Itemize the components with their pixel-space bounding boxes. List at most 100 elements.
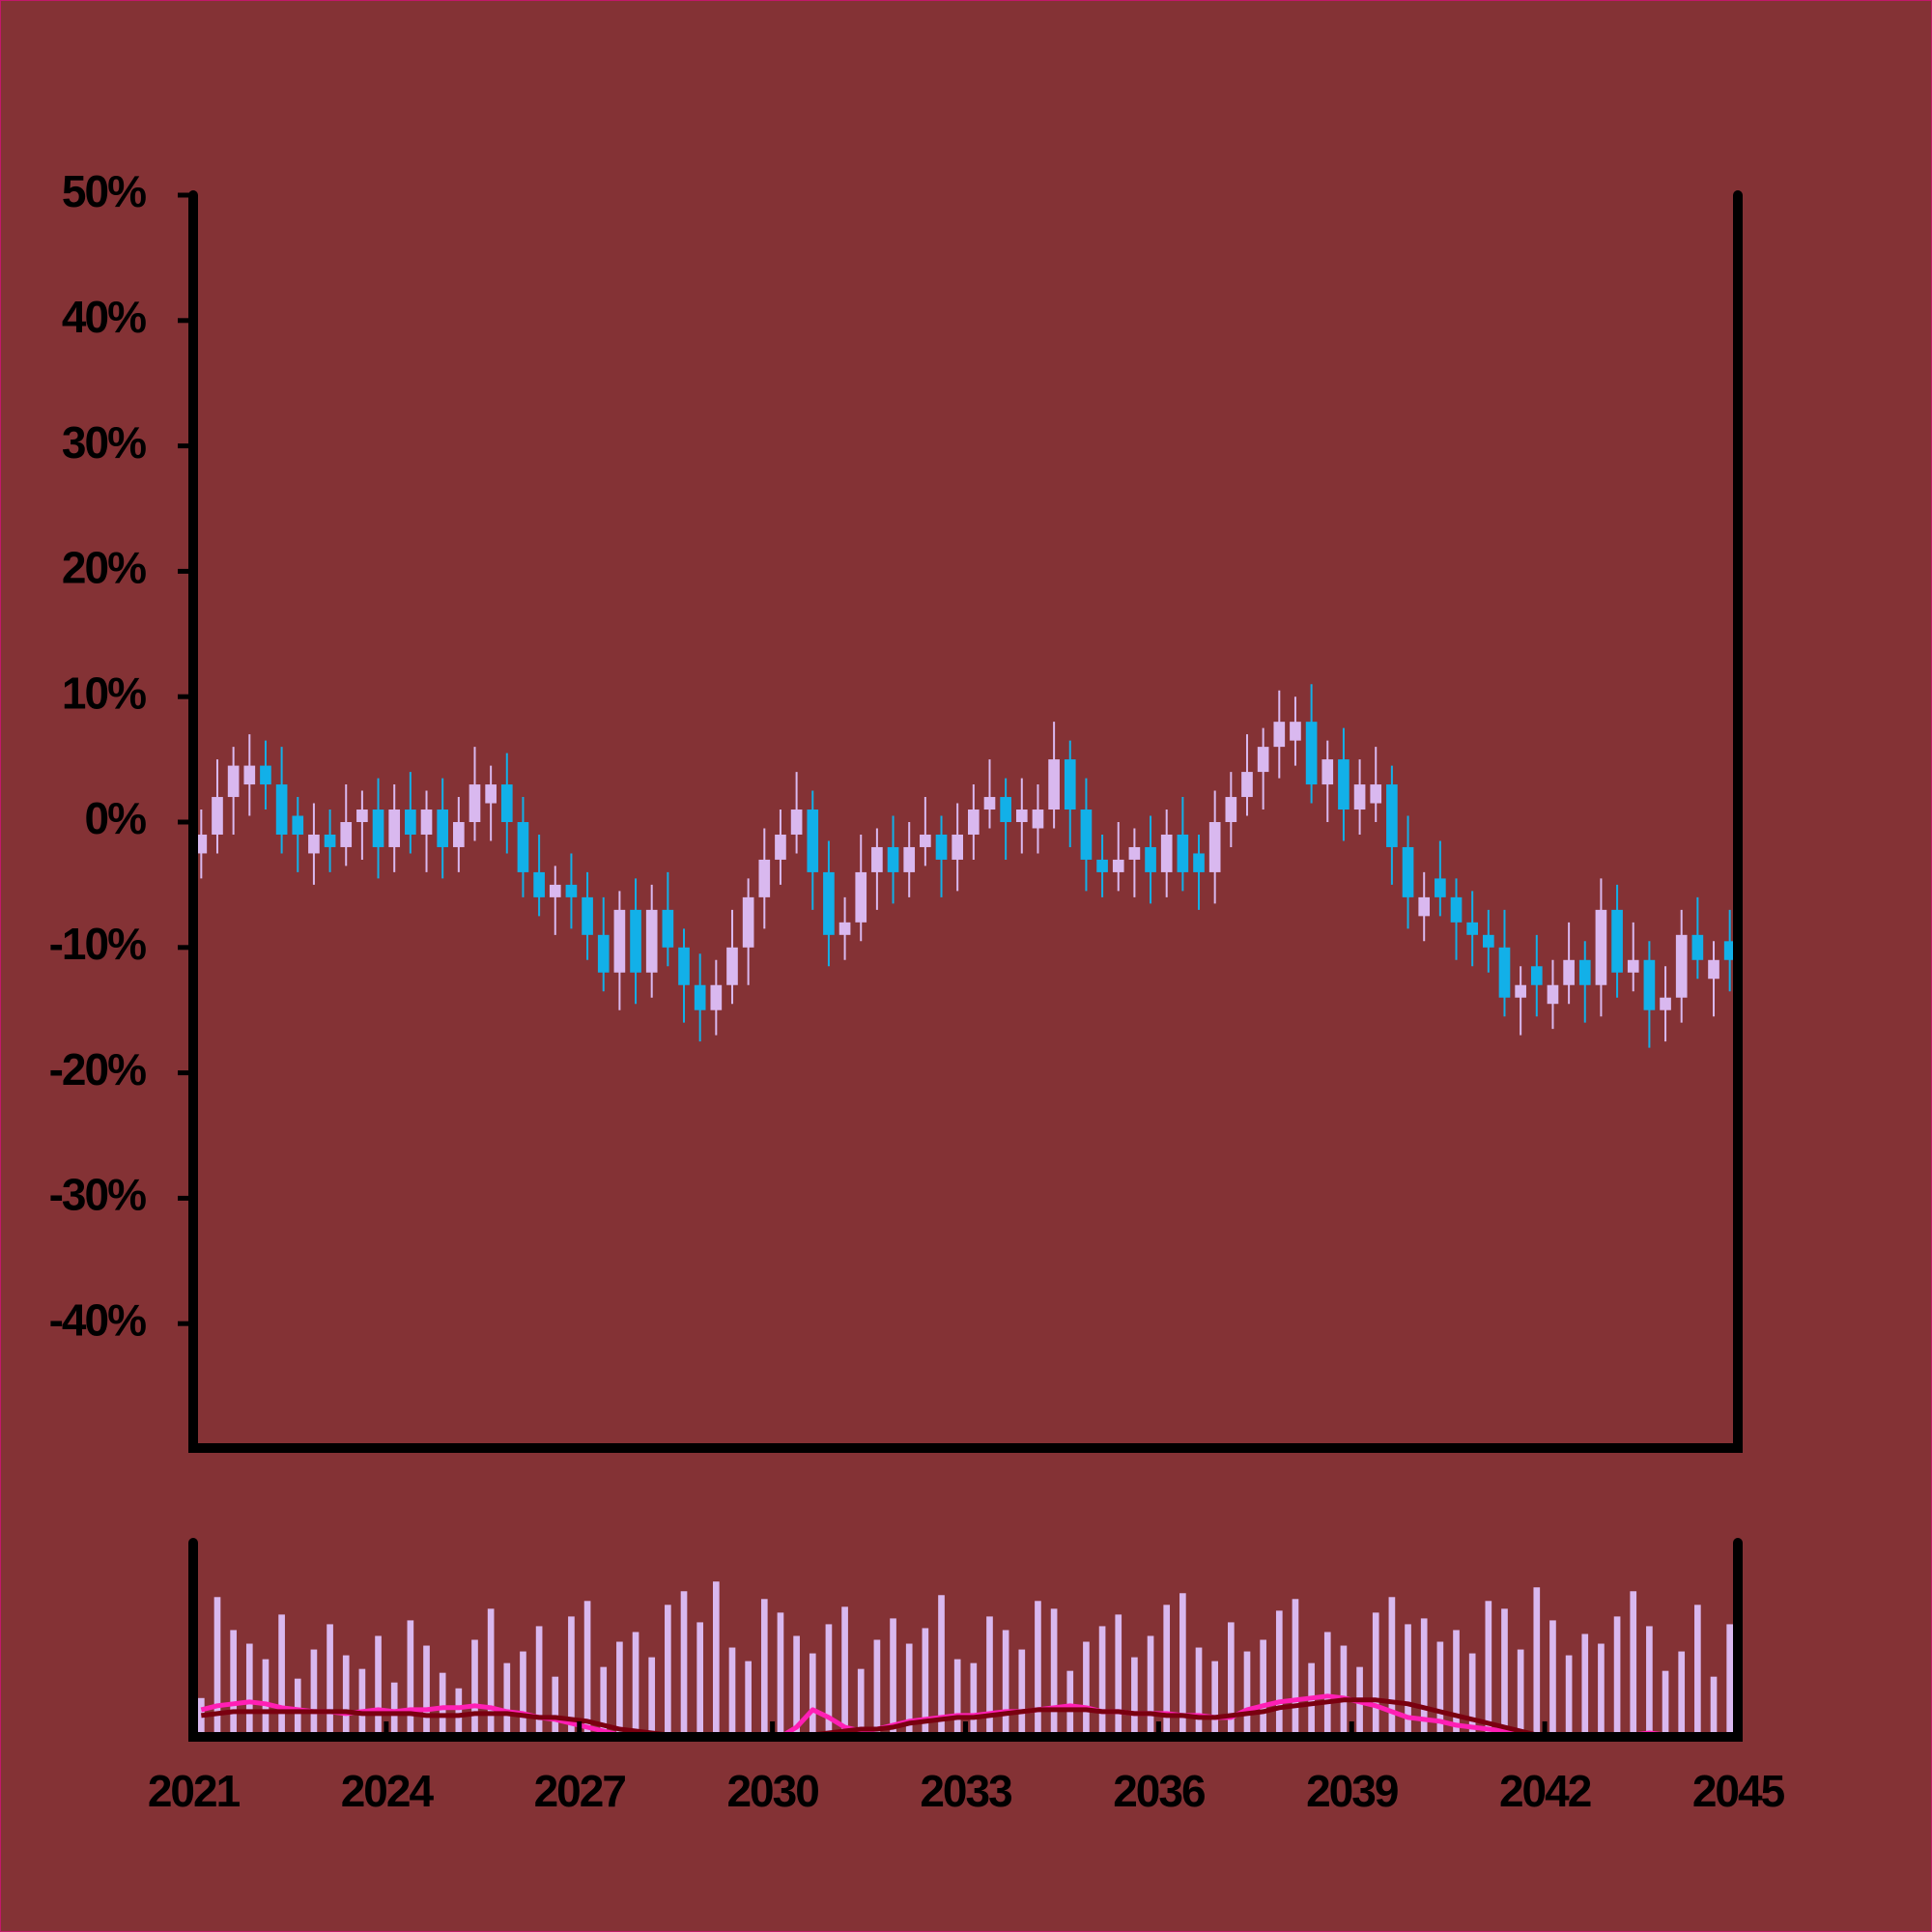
volume-bar	[1260, 1639, 1266, 1737]
candle-body	[469, 784, 481, 822]
candle-body	[1321, 759, 1334, 785]
candle-body	[1595, 909, 1607, 985]
volume-bar	[905, 1643, 913, 1737]
volume-bar	[970, 1662, 978, 1737]
volume-bar	[1388, 1597, 1396, 1737]
volume-bar	[1179, 1593, 1186, 1737]
volume-bar	[696, 1622, 704, 1737]
candle-body	[1112, 859, 1124, 872]
volume-bar	[953, 1659, 961, 1737]
x-tick-label: 2030	[726, 1766, 818, 1816]
volume-bar	[197, 1697, 205, 1737]
candle-body	[452, 822, 465, 847]
volume-bar	[616, 1641, 623, 1737]
candle-body	[967, 810, 980, 835]
volume-bar	[1115, 1614, 1122, 1737]
y-tick-label: 20%	[62, 543, 146, 593]
volume-bar	[213, 1597, 221, 1737]
volume-bar	[1630, 1591, 1637, 1737]
volume-bar	[1436, 1641, 1444, 1737]
candle-body	[1225, 797, 1237, 822]
candle-body	[260, 765, 271, 785]
candle-body	[1450, 896, 1463, 923]
candle-body	[308, 834, 320, 854]
candle-body	[871, 846, 883, 872]
candle-body	[1547, 984, 1559, 1005]
x-tick-label: 2024	[341, 1766, 435, 1816]
candle-body	[533, 871, 545, 897]
volume-bar	[1678, 1651, 1686, 1737]
volume-bar	[552, 1676, 559, 1737]
volume-bar	[760, 1599, 768, 1737]
volume-bar	[1405, 1624, 1411, 1737]
candle-body	[420, 810, 433, 835]
volume-bar	[568, 1616, 575, 1737]
candle-body	[1370, 784, 1382, 804]
y-tick-label: 50%	[62, 166, 146, 216]
volume-bar	[230, 1630, 237, 1737]
candle-body	[1290, 722, 1301, 741]
candle-body	[1208, 822, 1221, 872]
candle-body	[1048, 759, 1060, 810]
candle-body	[726, 947, 738, 985]
candle-body	[1015, 810, 1028, 822]
volume-bar	[825, 1624, 833, 1737]
x-tick-label: 2033	[920, 1766, 1011, 1816]
volume-bar	[648, 1657, 656, 1737]
x-tick-label: 2027	[534, 1766, 626, 1816]
candle-body	[1675, 934, 1688, 998]
candle-body	[1386, 784, 1398, 847]
candle-body	[1578, 959, 1591, 985]
volume-bar	[1163, 1605, 1171, 1737]
volume-bar	[520, 1651, 526, 1737]
volume-bar	[728, 1647, 736, 1737]
volume-bar	[503, 1662, 511, 1737]
candle-body	[920, 834, 931, 847]
candle-body	[1160, 834, 1173, 872]
candle-body	[292, 815, 304, 835]
candle-body	[613, 909, 626, 973]
candle-body	[1530, 966, 1543, 985]
candle-body	[565, 884, 578, 897]
volume-bar	[1453, 1630, 1460, 1737]
volume-bar	[665, 1605, 671, 1737]
candle-body	[212, 797, 223, 835]
volume-bar	[1195, 1647, 1203, 1737]
y-tick-label: 30%	[62, 417, 146, 468]
volume-bar	[358, 1668, 366, 1737]
volume-bar	[680, 1591, 688, 1737]
candle-body	[1273, 722, 1286, 748]
volume-bar	[327, 1624, 333, 1737]
y-tick-label: -10%	[49, 919, 146, 969]
candle-body	[1627, 959, 1639, 973]
candle-body	[790, 810, 803, 835]
candle-body	[710, 984, 723, 1010]
candle-body	[887, 846, 899, 872]
candle-body	[1000, 797, 1011, 822]
candle-body	[1064, 759, 1076, 810]
volume-bar	[1420, 1618, 1428, 1737]
volume-bar	[1694, 1605, 1701, 1737]
candle-body	[694, 984, 706, 1010]
candle-body	[807, 810, 819, 872]
candle-body	[855, 871, 867, 923]
candle-body	[1660, 997, 1671, 1010]
candle-body	[742, 896, 754, 948]
volume-bar	[407, 1620, 414, 1737]
candle-body	[1482, 934, 1494, 948]
candle-body	[823, 871, 835, 935]
volume-bar	[777, 1612, 784, 1737]
candle-body	[388, 810, 401, 847]
volume-bar	[375, 1635, 382, 1737]
marks	[195, 684, 1736, 1740]
volume-bar	[1340, 1645, 1348, 1737]
volume-bar	[1243, 1651, 1251, 1737]
volume-bar	[712, 1581, 720, 1737]
candle-body	[1241, 772, 1253, 798]
candle-body	[1032, 810, 1044, 829]
volume-bar	[245, 1643, 253, 1737]
candle-body	[1305, 722, 1318, 785]
candle-body	[838, 922, 851, 935]
